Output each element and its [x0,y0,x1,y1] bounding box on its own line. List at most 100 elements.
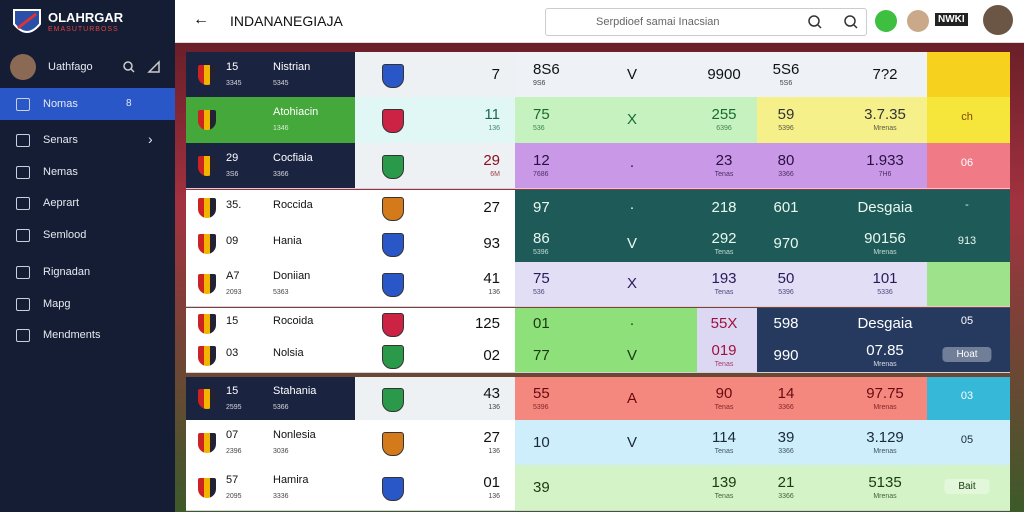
row-segment [927,377,1010,420]
player-number: 07 [226,428,239,441]
stat-b: 255 [711,106,737,123]
club-crest [382,109,404,133]
score-sub: 136 [488,447,500,455]
score-sub: 136 [488,403,500,411]
club-crest [382,197,404,221]
search-icons[interactable] [806,14,862,30]
row-segment [927,143,1010,188]
nav-item[interactable]: Nomas 8 [0,88,175,120]
search-box[interactable]: Serpdioef samai Inacsian [545,8,867,36]
player-name: Atohiacin [273,106,319,118]
nav-label: Mapg [43,298,71,310]
stat-d-sub: 7H6 [878,170,892,178]
stat-d: 07.85 [866,342,904,359]
top-bar: ← INDANANEGIAJA Serpdioef samai Inacsian… [175,0,1024,43]
nav-icon [16,298,30,311]
stat-c: 80 [777,151,795,169]
team-logo [198,274,216,294]
stat-a-sub: 5396 [533,403,549,411]
user-tools[interactable] [122,60,162,74]
action[interactable]: Bait [944,478,990,494]
table-row[interactable]: A7 2093 Doniian 5363 41 136 75 536 X 193 Tenas 50 53… [186,262,1010,307]
team-logo [198,110,216,130]
score: 43 [483,384,500,402]
stat-c: 5S6 [772,60,800,78]
action: - [965,199,969,211]
stat-b-sub: Tenas [714,447,734,455]
score-sub: 136 [488,289,500,296]
stat-d: 3.7.35 [864,106,906,123]
search-placeholder: Serpdioef samai Inacsian [596,16,720,28]
player-number: 57 [226,473,239,486]
row-segment [515,465,1010,510]
club-crest [382,154,404,179]
player-number-sub: 2396 [226,447,242,455]
trend-arrow: A [626,389,638,407]
score-sub: 136 [488,125,500,132]
table-row[interactable]: 07 2396 Nonlesia 3036 27 136 10 V 114 Tenas 39 3366… [186,420,1010,466]
stat-c: 14 [777,384,795,402]
stat-d: 90156 [864,230,906,247]
team-logo [198,198,216,218]
team-logo [198,314,216,334]
score: 11 [484,106,500,123]
nav-item[interactable]: Aeprart [0,187,175,219]
score: 125 [474,315,500,332]
table-row[interactable]: 15 3345 Nistrian 5345 7 8S6 9S6 V 9900 5S6 5S6 7?2 [186,52,1010,98]
stat-d-sub: 5336 [877,289,893,296]
stat-a: 12 [533,151,550,169]
player-number: 15 [226,60,239,73]
stat-a: 97 [533,199,550,216]
table-row[interactable]: 15 2595 Stahania 5366 43 136 55 5396 A 90 Tenas 14 3… [186,377,1010,421]
user-avatar [10,54,36,80]
stat-c-sub: 5396 [778,125,794,132]
trend-arrow: V [626,65,638,83]
action: ch [961,111,973,123]
nav-item[interactable]: Mapg [0,288,175,320]
status-icon[interactable] [875,10,897,32]
table-row[interactable]: 29 3S6 Cocfiaia 3366 29 6M 12 7686 · 23 Tenas 80 336… [186,143,1010,189]
team-logo [198,388,216,409]
stat-b-sub: 6396 [716,125,732,132]
nav-label: Nemas [43,166,78,178]
nav-item[interactable]: Rignadan [0,256,175,288]
row-segment [355,97,515,143]
row-segment [186,190,515,262]
stat-c: 598 [773,315,799,332]
profile-avatar[interactable] [983,5,1013,35]
nav-item[interactable]: Nemas [0,156,175,188]
nav-icon [16,197,30,210]
club-crest [382,273,404,297]
table-row[interactable]: 57 2095 Hamira 3336 01 136 39 139 Tenas 21 3366 513… [186,465,1010,511]
stat-b: 114 [712,428,736,446]
stat-d: 5135 [868,473,902,491]
score-sub: 136 [488,492,500,500]
player-name: Rocoida [273,315,314,327]
user-icon[interactable] [907,10,929,32]
action[interactable]: Hoat [942,347,992,362]
row-segment [355,52,515,97]
nav-item[interactable]: Semlood [0,219,175,251]
row-segment [757,308,1010,372]
table-row[interactable]: 15 Rocoida 125 01 · 55X 598 Desgaia 05 03 Nolsia 02… [186,308,1010,373]
nav-label: Nomas [43,98,78,110]
stat-a: 77 [533,347,550,364]
stat-a: 01 [533,315,550,332]
team-logo [198,155,216,176]
table-row[interactable]: 35. Roccida 27 97 · 218 601 Desgaia - 09 Hania 93 86… [186,190,1010,263]
stat-a: 86 [533,230,550,247]
back-button[interactable]: ← [193,11,209,28]
player-name-sub: 1346 [273,125,289,132]
team-logo [198,64,216,85]
stat-a: 75 [533,270,550,287]
action: 05 [960,433,974,446]
stat-d: 7?2 [872,65,898,83]
nav-item[interactable]: Senars › [0,124,175,156]
nav-item[interactable]: Mendments [0,319,175,351]
score: 01 [483,473,500,491]
nav-label: Aeprart [43,197,80,209]
player-name-sub: 5363 [273,289,289,296]
table-row[interactable]: Atohiacin 1346 11 136 75 536 X 255 6396 59 5396 3.7… [186,97,1010,144]
stat-a-sub: 7686 [533,170,549,178]
player-name-sub: 5366 [273,403,289,411]
